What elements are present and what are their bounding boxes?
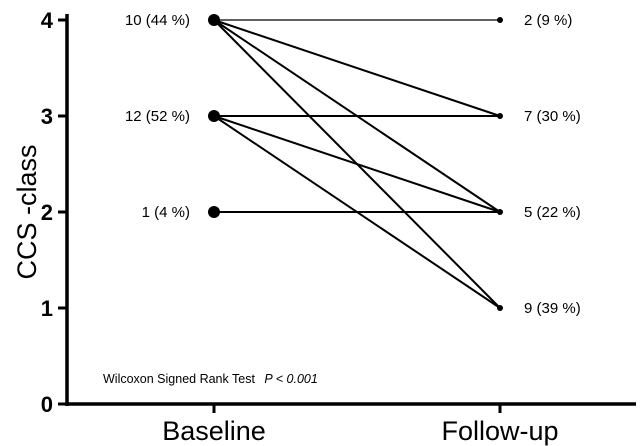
data-labels: 10 (44 %) 12 (52 %) 1 (4 %) 2 (9 %) 7 (30 %)… xyxy=(125,12,581,317)
transition-line-5 xyxy=(213,115,501,213)
followup-point-0 xyxy=(497,17,503,23)
y-tick-label-2: 2 xyxy=(41,200,53,225)
x-category-label-0: Baseline xyxy=(162,416,266,446)
x-category-label-1: Follow-up xyxy=(441,416,558,446)
y-tick-label-0: 0 xyxy=(41,392,53,417)
baseline-point-0 xyxy=(208,14,220,26)
y-axis-title: CCS -class xyxy=(12,144,42,279)
followup-point-2 xyxy=(497,209,503,215)
annotation-p-value: P < 0.001 xyxy=(264,372,317,386)
followup-label-0: 2 (9 %) xyxy=(524,12,572,29)
y-tick-label-1: 1 xyxy=(41,296,53,321)
baseline-label-2: 1 (4 %) xyxy=(142,204,190,221)
x-ticks: Baseline Follow-up xyxy=(162,404,559,446)
baseline-point-1 xyxy=(208,110,220,122)
baseline-label-1: 12 (52 %) xyxy=(125,108,190,125)
followup-point-3 xyxy=(497,305,503,311)
followup-point-1 xyxy=(497,113,503,119)
transition-line-1 xyxy=(213,19,501,117)
baseline-point-2 xyxy=(208,206,220,218)
annotation-text: Wilcoxon Signed Rank Test xyxy=(103,372,255,386)
y-ticks: 0 1 2 3 4 xyxy=(41,8,67,417)
data-points xyxy=(208,14,503,311)
followup-label-2: 5 (22 %) xyxy=(524,204,581,221)
transition-lines xyxy=(213,19,501,309)
followup-label-1: 7 (30 %) xyxy=(524,108,581,125)
y-tick-label-4: 4 xyxy=(41,8,54,33)
wilcoxon-annotation: Wilcoxon Signed Rank Test P < 0.001 xyxy=(103,372,318,386)
followup-label-3: 9 (39 %) xyxy=(524,300,581,317)
baseline-label-0: 10 (44 %) xyxy=(125,12,190,29)
y-tick-label-3: 3 xyxy=(41,104,53,129)
